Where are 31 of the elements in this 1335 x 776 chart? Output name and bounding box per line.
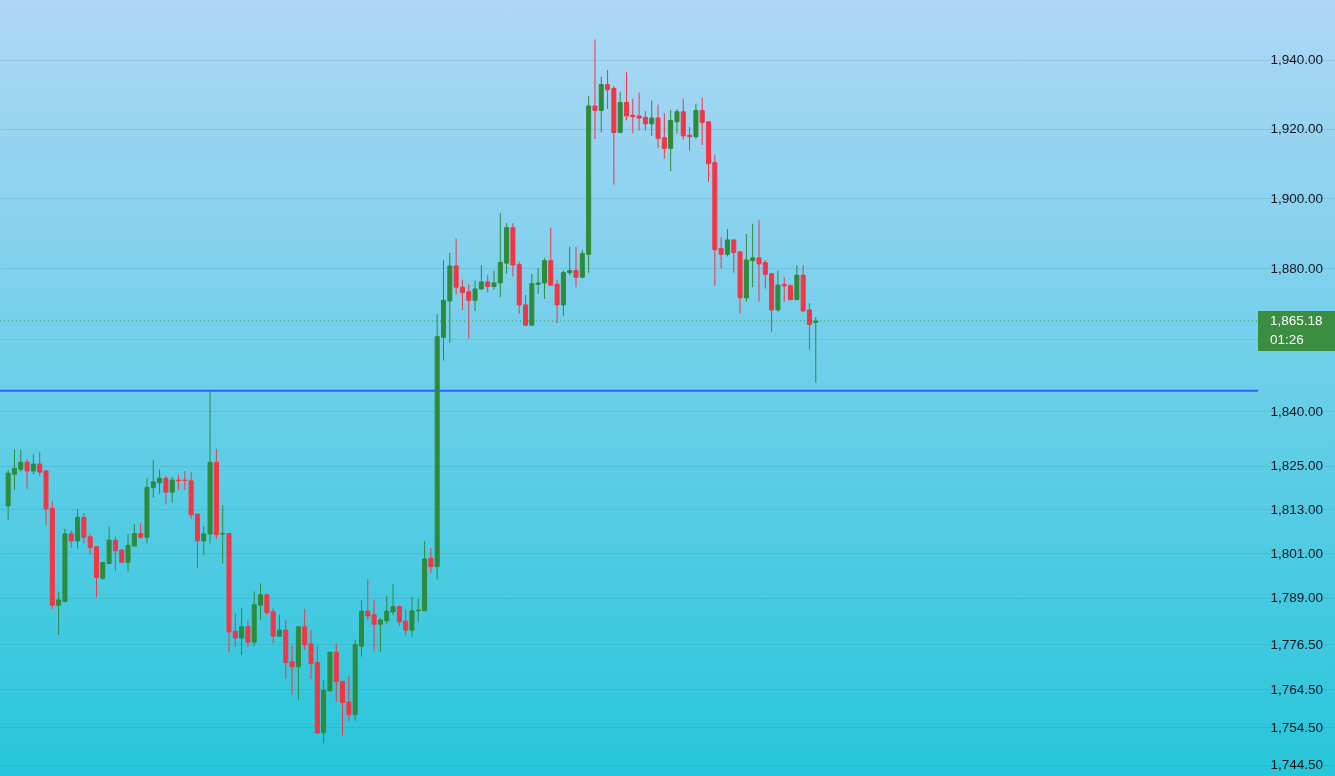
candlestick <box>813 316 819 384</box>
y-tick-label: 1,840.00 <box>1270 403 1324 419</box>
candlestick <box>264 592 270 616</box>
y-tick-label: 1,900.00 <box>1270 190 1324 206</box>
candlestick <box>573 246 579 288</box>
y-tick-label: 1,940.00 <box>1270 52 1324 68</box>
candlestick <box>276 614 282 638</box>
y-tick-label: 1,744.50 <box>1270 757 1324 773</box>
candlestick <box>239 607 245 656</box>
y-tick-label: 1,789.00 <box>1270 590 1324 606</box>
y-tick-label: 1,754.50 <box>1270 719 1324 735</box>
annotation: 01:26 <box>1270 331 1304 347</box>
candlestick <box>649 99 655 137</box>
candlestick <box>163 475 169 505</box>
candlestick <box>428 547 434 574</box>
candlestick <box>220 504 226 564</box>
candlestick <box>724 228 730 257</box>
y-tick-label: 1,825.00 <box>1270 458 1324 474</box>
y-tick-label: 1,813.00 <box>1270 501 1324 517</box>
candlestick <box>169 476 175 504</box>
y-tick-label: 1,776.50 <box>1270 636 1324 652</box>
ref-line-label: 1,865.18 <box>1270 312 1323 328</box>
y-tick-label: 1,764.50 <box>1270 681 1324 697</box>
y-tick-label: 1,880.00 <box>1270 260 1324 276</box>
candlestick <box>592 38 598 140</box>
y-tick-label: 1,920.00 <box>1270 121 1324 137</box>
y-tick-label: 1,801.00 <box>1270 545 1324 561</box>
candlestick <box>75 508 81 550</box>
candlestick <box>30 453 36 475</box>
candlestick <box>245 619 251 648</box>
candlestick <box>24 458 30 490</box>
